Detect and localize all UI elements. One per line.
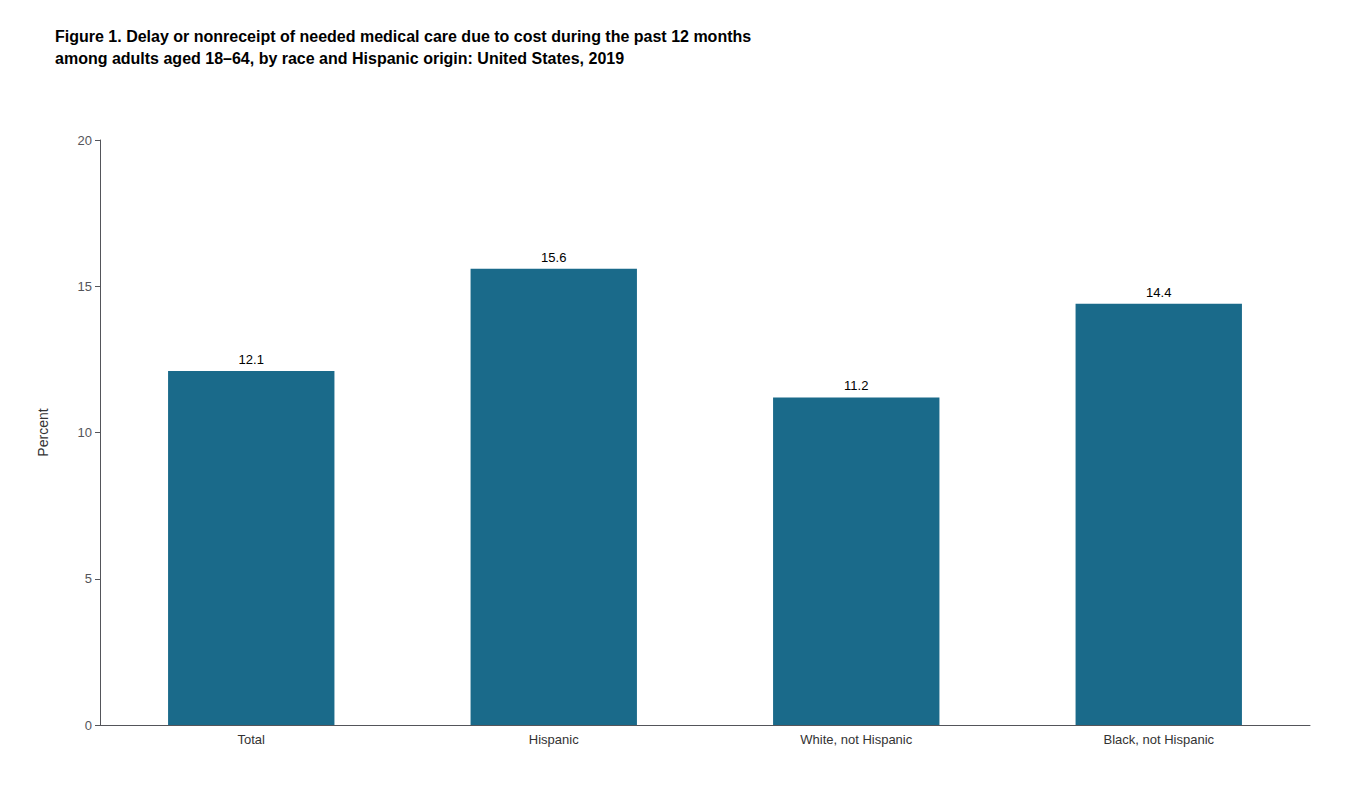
svg-text:White, not Hispanic: White, not Hispanic xyxy=(800,732,912,747)
svg-text:11.2: 11.2 xyxy=(844,378,868,393)
svg-text:15: 15 xyxy=(78,279,92,294)
svg-text:5: 5 xyxy=(85,571,92,586)
svg-text:14.4: 14.4 xyxy=(1146,285,1171,300)
svg-text:20: 20 xyxy=(78,133,92,148)
svg-text:0: 0 xyxy=(85,718,92,733)
svg-text:Figure 1. Delay or nonreceipt: Figure 1. Delay or nonreceipt of needed … xyxy=(55,28,751,45)
svg-text:Hispanic: Hispanic xyxy=(529,732,579,747)
svg-text:Percent: Percent xyxy=(35,408,51,456)
svg-text:10: 10 xyxy=(78,425,92,440)
svg-text:among adults aged 18–64, by ra: among adults aged 18–64, by race and His… xyxy=(55,50,624,67)
svg-text:15.6: 15.6 xyxy=(541,250,566,265)
svg-text:Total: Total xyxy=(238,732,266,747)
svg-text:Black, not Hispanic: Black, not Hispanic xyxy=(1103,732,1214,747)
svg-text:12.1: 12.1 xyxy=(239,352,264,367)
